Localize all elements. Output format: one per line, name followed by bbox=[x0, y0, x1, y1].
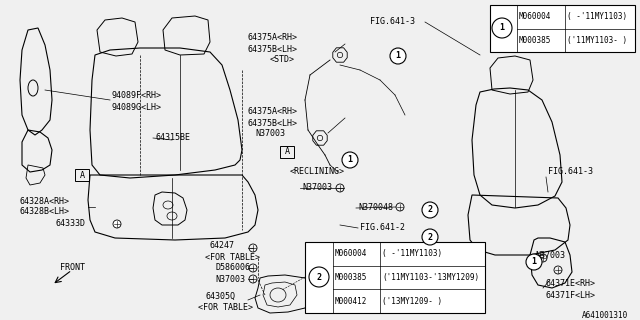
Text: <STD>: <STD> bbox=[270, 55, 295, 65]
Text: M000385: M000385 bbox=[335, 273, 367, 282]
Text: 64328A<RH>: 64328A<RH> bbox=[20, 196, 70, 205]
Text: <FOR TABLE>: <FOR TABLE> bbox=[205, 252, 260, 261]
Text: N37003: N37003 bbox=[535, 251, 565, 260]
Text: FRONT: FRONT bbox=[60, 263, 85, 273]
Text: 2: 2 bbox=[317, 273, 321, 282]
Text: 1: 1 bbox=[531, 258, 536, 267]
Text: 94089G<LH>: 94089G<LH> bbox=[112, 102, 162, 111]
Text: ( -'11MY1103): ( -'11MY1103) bbox=[382, 249, 442, 258]
Text: 64375B<LH>: 64375B<LH> bbox=[248, 118, 298, 127]
Circle shape bbox=[422, 229, 438, 245]
Text: FIG.641-3: FIG.641-3 bbox=[370, 18, 415, 27]
Text: N37003: N37003 bbox=[302, 183, 332, 193]
Circle shape bbox=[422, 202, 438, 218]
Text: FIG.641-3: FIG.641-3 bbox=[548, 167, 593, 177]
Text: FIG.641-2: FIG.641-2 bbox=[360, 223, 405, 233]
Circle shape bbox=[113, 220, 121, 228]
Text: M000412: M000412 bbox=[335, 297, 367, 306]
Circle shape bbox=[492, 18, 512, 38]
FancyBboxPatch shape bbox=[490, 5, 635, 52]
Text: 1: 1 bbox=[499, 23, 504, 33]
Text: 64305Q: 64305Q bbox=[205, 292, 235, 300]
Text: ('11MY1103-'13MY1209): ('11MY1103-'13MY1209) bbox=[382, 273, 479, 282]
Text: N37003: N37003 bbox=[255, 130, 285, 139]
Text: A: A bbox=[79, 171, 84, 180]
Circle shape bbox=[390, 48, 406, 64]
Circle shape bbox=[309, 267, 329, 287]
Text: 64375A<RH>: 64375A<RH> bbox=[248, 108, 298, 116]
Text: M060004: M060004 bbox=[335, 249, 367, 258]
Text: ( -'11MY1103): ( -'11MY1103) bbox=[567, 12, 627, 21]
Text: 1: 1 bbox=[396, 52, 401, 60]
Text: 64247: 64247 bbox=[210, 242, 235, 251]
Circle shape bbox=[526, 254, 542, 270]
Text: 2: 2 bbox=[428, 233, 433, 242]
Text: N37003: N37003 bbox=[215, 275, 245, 284]
Text: 64315BE: 64315BE bbox=[155, 133, 190, 142]
Text: M060004: M060004 bbox=[519, 12, 552, 21]
Text: 2: 2 bbox=[428, 205, 433, 214]
Text: A641001310: A641001310 bbox=[582, 311, 628, 320]
Text: 64371E<RH>: 64371E<RH> bbox=[545, 279, 595, 289]
Text: ('11MY1103- ): ('11MY1103- ) bbox=[567, 36, 627, 45]
Text: <FOR TABLE>: <FOR TABLE> bbox=[198, 302, 253, 311]
Text: D586006: D586006 bbox=[215, 263, 250, 273]
Text: <RECLINING>: <RECLINING> bbox=[290, 167, 345, 177]
Text: ('13MY1209- ): ('13MY1209- ) bbox=[382, 297, 442, 306]
Text: A: A bbox=[285, 148, 289, 156]
Text: N370048: N370048 bbox=[358, 204, 393, 212]
Text: 94089F<RH>: 94089F<RH> bbox=[112, 92, 162, 100]
FancyBboxPatch shape bbox=[305, 242, 485, 313]
Text: 64375B<LH>: 64375B<LH> bbox=[248, 44, 298, 53]
Text: 1: 1 bbox=[348, 156, 353, 164]
Text: 64333D: 64333D bbox=[55, 220, 85, 228]
Circle shape bbox=[342, 152, 358, 168]
Text: 64375A<RH>: 64375A<RH> bbox=[248, 34, 298, 43]
Text: 64371F<LH>: 64371F<LH> bbox=[545, 291, 595, 300]
Text: M000385: M000385 bbox=[519, 36, 552, 45]
Text: 64328B<LH>: 64328B<LH> bbox=[20, 207, 70, 217]
